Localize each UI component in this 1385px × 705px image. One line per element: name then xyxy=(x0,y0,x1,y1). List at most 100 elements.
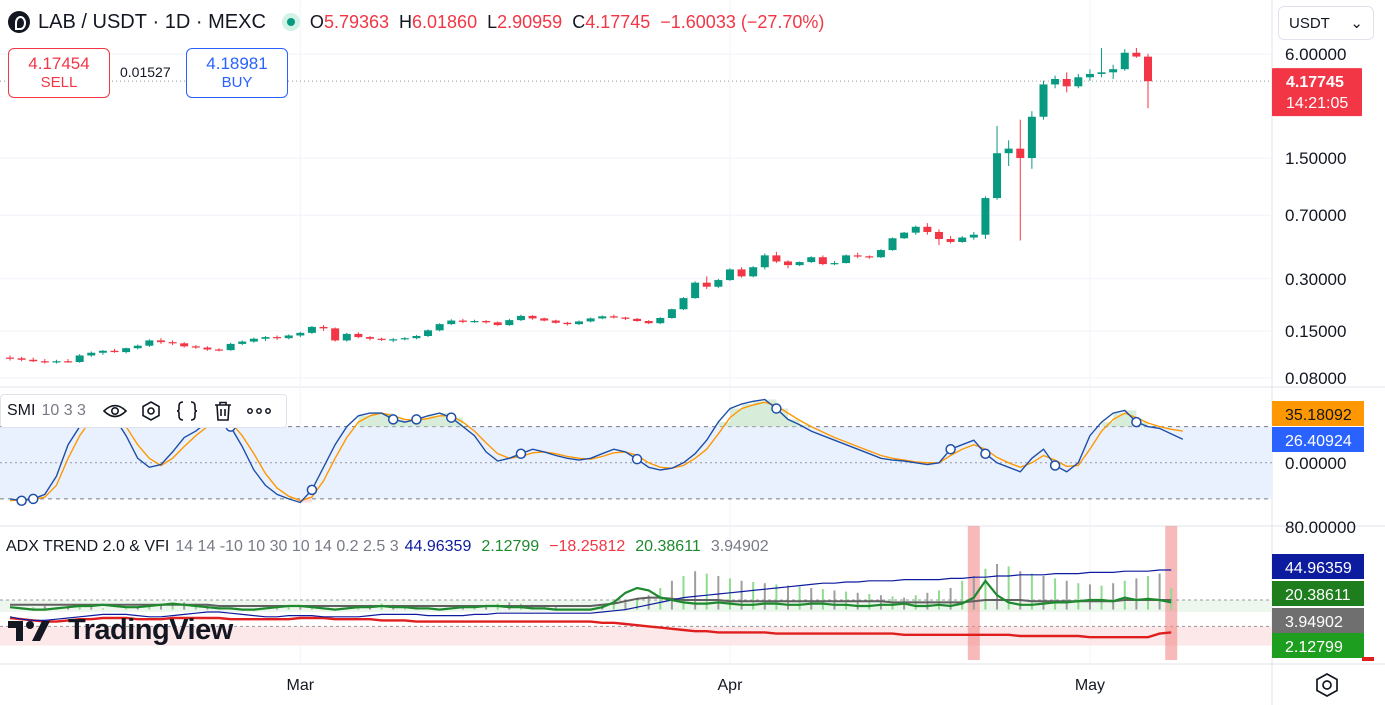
symbol-name[interactable]: LAB xyxy=(38,10,76,33)
smi-cross-marker xyxy=(446,412,457,423)
candle-body xyxy=(168,342,177,344)
candle-body xyxy=(656,317,665,324)
candle-body xyxy=(644,320,653,324)
candle-body xyxy=(621,317,630,319)
chart-header: LAB / USDT · 1D · MEXC O5.79363 H6.01860… xyxy=(8,8,824,36)
candle-body xyxy=(993,153,1002,199)
adx-name: ADX TREND 2.0 & VFI xyxy=(6,538,170,555)
smi-cross-marker xyxy=(631,453,643,465)
chevron-down-icon: ⌄ xyxy=(1350,15,1363,32)
candle-body xyxy=(307,326,316,333)
smi-cross-marker xyxy=(1131,416,1142,428)
candle-body xyxy=(958,237,967,242)
candle-body xyxy=(853,255,862,257)
candle-body xyxy=(667,309,676,318)
smi-cross-marker xyxy=(16,495,27,506)
candle-body xyxy=(319,326,328,329)
exchange-name[interactable]: MEXC xyxy=(208,10,266,33)
ohlc-open: O5.79363 xyxy=(309,11,390,32)
candle-body xyxy=(737,269,746,277)
candle-body xyxy=(876,250,885,258)
trash-icon[interactable] xyxy=(208,398,238,424)
adx-value-badge xyxy=(1272,554,1364,579)
candle-body xyxy=(180,343,189,347)
candle-body xyxy=(331,328,340,341)
candle-body xyxy=(842,255,851,264)
candle-body xyxy=(296,332,305,336)
buy-price: 4.18981 xyxy=(206,54,268,73)
price-tick-label: 0.08000 xyxy=(1285,369,1346,388)
candle-body xyxy=(273,337,282,339)
candle-body xyxy=(609,316,618,318)
candle-body xyxy=(98,350,107,353)
candle-body xyxy=(760,255,769,268)
candle-body xyxy=(563,322,572,325)
candle-body xyxy=(934,231,943,239)
candle-body xyxy=(156,340,165,343)
tradingview-text: TradingView xyxy=(68,614,233,646)
smi-value-badge xyxy=(1272,401,1364,426)
smi-cross-marker xyxy=(1049,460,1061,471)
candle-body xyxy=(1062,79,1071,87)
candle-body xyxy=(807,257,816,263)
market-status-icon[interactable] xyxy=(281,13,300,31)
smi-legend[interactable]: SMI 10 3 3 xyxy=(0,394,287,428)
candle-body xyxy=(1109,69,1118,73)
header-dot: · xyxy=(195,10,203,33)
candle-body xyxy=(133,345,142,349)
smi-cross-marker xyxy=(411,414,422,425)
adx-value-label: 44.96359 xyxy=(1285,560,1352,577)
candle-body xyxy=(795,262,804,266)
countdown-label: 14:21:05 xyxy=(1286,95,1348,112)
sell-button[interactable]: 4.17454 SELL xyxy=(8,48,110,98)
buy-button[interactable]: 4.18981 BUY xyxy=(186,48,288,98)
smi-cross-marker xyxy=(945,443,956,455)
smi-cross-marker xyxy=(387,414,399,425)
candle-body xyxy=(1144,56,1152,82)
candle-body xyxy=(714,280,723,287)
candle-body xyxy=(818,257,827,265)
eye-icon[interactable] xyxy=(100,398,130,424)
smi-cross-marker xyxy=(771,403,782,414)
more-icon[interactable] xyxy=(244,398,274,424)
symbol-separator: / xyxy=(81,10,87,33)
candle-body xyxy=(6,357,14,359)
smi-cross-marker xyxy=(306,484,318,496)
price-tick-label: 6.00000 xyxy=(1285,45,1346,64)
sell-label: SELL xyxy=(40,74,78,91)
candle-body xyxy=(725,269,734,281)
ohlc-close: C4.17745 xyxy=(572,11,651,32)
smi-cross-marker xyxy=(515,448,527,459)
candle-body xyxy=(679,298,688,310)
adx-legend[interactable]: ADX TREND 2.0 & VFI 14 14 -10 10 30 10 1… xyxy=(6,538,779,556)
candle-body xyxy=(64,361,73,363)
candle-body xyxy=(702,282,711,287)
candle-body xyxy=(633,318,642,321)
adx-value-label: 3.94902 xyxy=(1285,614,1343,631)
interval[interactable]: 1D xyxy=(164,10,191,33)
adx-params: 14 14 -10 10 30 10 14 0.2 2.5 3 xyxy=(175,538,399,555)
candle-body xyxy=(946,238,955,242)
currency-select[interactable]: USDT ⌄ xyxy=(1278,6,1374,40)
settings-icon[interactable] xyxy=(136,398,166,424)
candle-body xyxy=(110,350,119,353)
candle-body xyxy=(969,234,978,238)
adx-value-2: 2.12799 xyxy=(481,538,540,555)
candle-body xyxy=(447,320,456,325)
candle-body xyxy=(1027,116,1036,159)
quote-currency[interactable]: USDT xyxy=(92,10,147,33)
candle-body xyxy=(1085,73,1094,78)
gear-icon[interactable] xyxy=(1314,672,1340,698)
price-change: −1.60033 (−27.70%) xyxy=(660,11,825,32)
candle-body xyxy=(389,339,398,341)
smi-oversold-fill xyxy=(21,498,312,503)
candle-body xyxy=(1004,148,1013,154)
source-code-icon[interactable] xyxy=(172,398,202,424)
candle-body xyxy=(911,226,920,233)
candle-body xyxy=(1051,79,1060,85)
candle-body xyxy=(29,359,38,362)
smi-params: 10 3 3 xyxy=(41,402,86,419)
candle-body xyxy=(354,333,363,338)
candle-body xyxy=(865,256,874,258)
